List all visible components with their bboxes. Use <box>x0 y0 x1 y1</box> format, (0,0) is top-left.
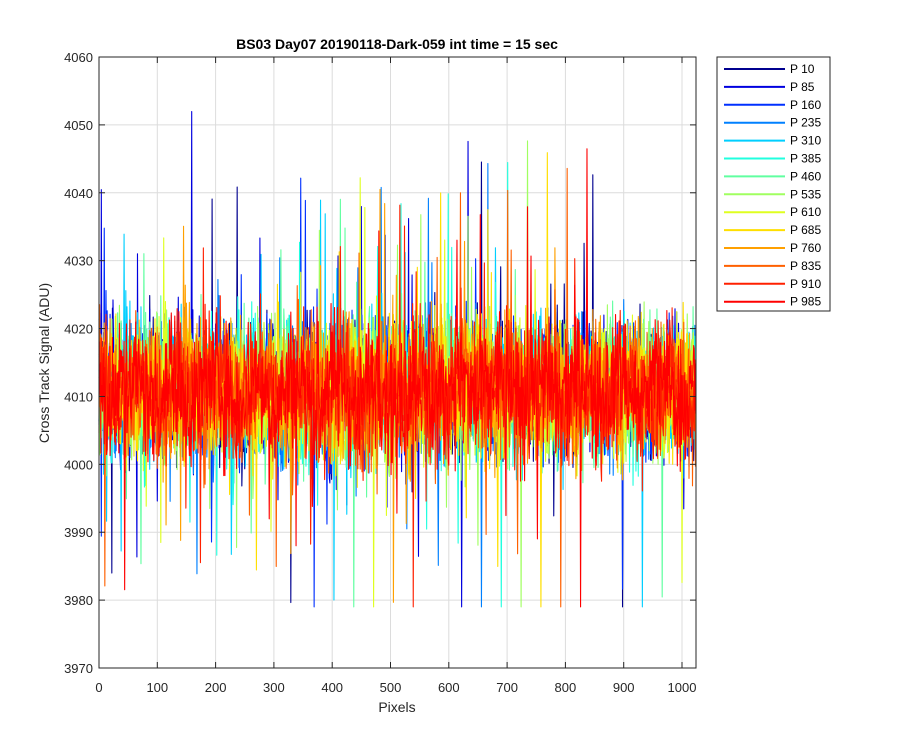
legend-entry-label: P 760 <box>790 241 821 255</box>
chart-title: BS03 Day07 20190118-Dark-059 int time = … <box>236 36 558 52</box>
y-tick-label: 3990 <box>64 525 93 540</box>
legend-entry-label: P 835 <box>790 259 821 273</box>
y-tick-label: 4040 <box>64 186 93 201</box>
x-tick-label: 400 <box>321 680 343 695</box>
legend-entry-label: P 910 <box>790 277 821 291</box>
legend-entry-label: P 460 <box>790 169 821 183</box>
x-tick-label: 1000 <box>668 680 697 695</box>
legend-entry-label: P 85 <box>790 80 815 94</box>
series-line <box>98 148 696 608</box>
legend-entry-label: P 310 <box>790 134 821 148</box>
y-axis-ticks: 3970 3980 3990 4000 4010 4020 4030 4040 4050 4060 <box>64 50 696 676</box>
y-axis-label: Cross Track Signal (ADU) <box>36 283 52 443</box>
x-tick-label: 300 <box>263 680 285 695</box>
y-tick-label: 4060 <box>64 50 93 65</box>
legend-entry-label: P 385 <box>790 152 821 166</box>
legend-items: P 10 P 85 P 160 P 235 P 310 P 385 P 460 P 535 P … <box>724 62 821 309</box>
series-lines <box>98 111 696 608</box>
y-tick-label: 3980 <box>64 593 93 608</box>
y-tick-label: 4050 <box>64 118 93 133</box>
x-tick-label: 900 <box>613 680 635 695</box>
legend-entry-label: P 235 <box>790 116 821 130</box>
legend-entry-label: P 160 <box>790 98 821 112</box>
x-tick-label: 200 <box>205 680 227 695</box>
legend-entry-label: P 985 <box>790 295 821 309</box>
x-tick-label: 500 <box>380 680 402 695</box>
legend-entry-label: P 610 <box>790 205 821 219</box>
legend-entry-label: P 10 <box>790 62 815 76</box>
x-axis-label: Pixels <box>378 699 415 715</box>
y-tick-label: 4020 <box>64 322 93 337</box>
x-axis-ticks: 0 100 200 300 400 500 600 700 800 900 1000 <box>95 57 696 695</box>
legend-box <box>716 56 831 312</box>
y-tick-label: 4030 <box>64 254 93 269</box>
x-tick-label: 700 <box>496 680 518 695</box>
y-tick-label: 3970 <box>64 661 93 676</box>
legend-entry-label: P 535 <box>790 187 821 201</box>
x-tick-label: 600 <box>438 680 460 695</box>
y-tick-label: 4000 <box>64 457 93 472</box>
x-tick-label: 800 <box>555 680 577 695</box>
plot-border <box>98 56 697 669</box>
x-tick-label: 0 <box>95 680 102 695</box>
y-tick-label: 4010 <box>64 389 93 404</box>
legend: P 10 P 85 P 160 P 235 P 310 P 385 P 460 P 535 P … <box>716 56 831 312</box>
x-tick-label: 100 <box>146 680 168 695</box>
legend-entry-label: P 685 <box>790 223 821 237</box>
